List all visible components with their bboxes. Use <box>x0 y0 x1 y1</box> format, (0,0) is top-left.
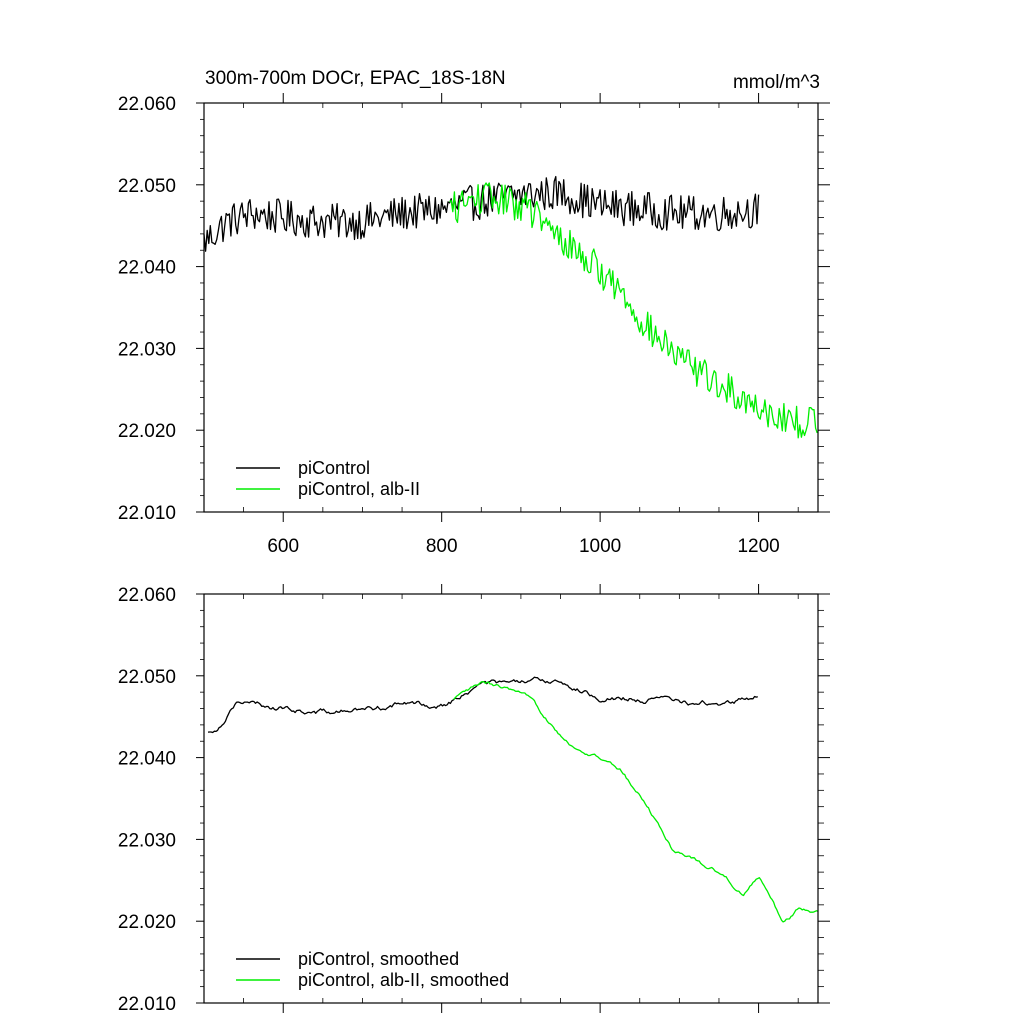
series-line <box>203 175 760 252</box>
bottom-panel-frame <box>203 593 819 1004</box>
y-tick-label: 22.060 <box>118 585 176 606</box>
top-panel-axes: 600 800 1000 1200 22.060 22.050 22.040 22.030 22… <box>118 93 830 557</box>
top-panel-frame <box>203 102 819 513</box>
bottom-panel-series <box>207 676 819 923</box>
x-tick-label: 1200 <box>737 536 779 557</box>
x-tick-label: 800 <box>426 536 458 557</box>
legend-label: piControl, alb-II, smoothed <box>298 970 509 990</box>
y-tick-label: 22.020 <box>118 912 176 933</box>
series-line <box>453 680 819 923</box>
y-tick-label: 22.020 <box>118 421 176 442</box>
y-tick-label: 22.060 <box>118 94 176 115</box>
bottom-panel: 22.060 22.050 22.040 22.030 22.020 22.010 piC… <box>118 584 830 1015</box>
y-tick-label: 22.040 <box>118 749 176 770</box>
x-tick-label: 1000 <box>579 536 621 557</box>
legend-label: piControl, smoothed <box>298 949 459 969</box>
legend-label: piControl, alb-II <box>298 479 420 499</box>
top-panel: 300m-700m DOCr, EPAC_18S-18N mmol/m^3 60… <box>118 68 830 557</box>
legend-label: piControl <box>298 458 370 478</box>
y-tick-label: 22.010 <box>118 503 176 524</box>
x-tick-label: 600 <box>267 536 299 557</box>
y-tick-label: 22.030 <box>118 339 176 360</box>
top-panel-series <box>203 175 818 439</box>
y-tick-label: 22.040 <box>118 258 176 279</box>
top-panel-title: 300m-700m DOCr, EPAC_18S-18N <box>205 68 506 89</box>
y-tick-label: 22.050 <box>118 667 176 688</box>
top-panel-units: mmol/m^3 <box>733 72 820 93</box>
y-tick-label: 22.010 <box>118 994 176 1015</box>
series-line <box>449 182 818 439</box>
bottom-panel-axes: 22.060 22.050 22.040 22.030 22.020 22.010 <box>118 584 830 1015</box>
series-line <box>207 676 758 734</box>
y-tick-label: 22.030 <box>118 830 176 851</box>
y-tick-label: 22.050 <box>118 176 176 197</box>
